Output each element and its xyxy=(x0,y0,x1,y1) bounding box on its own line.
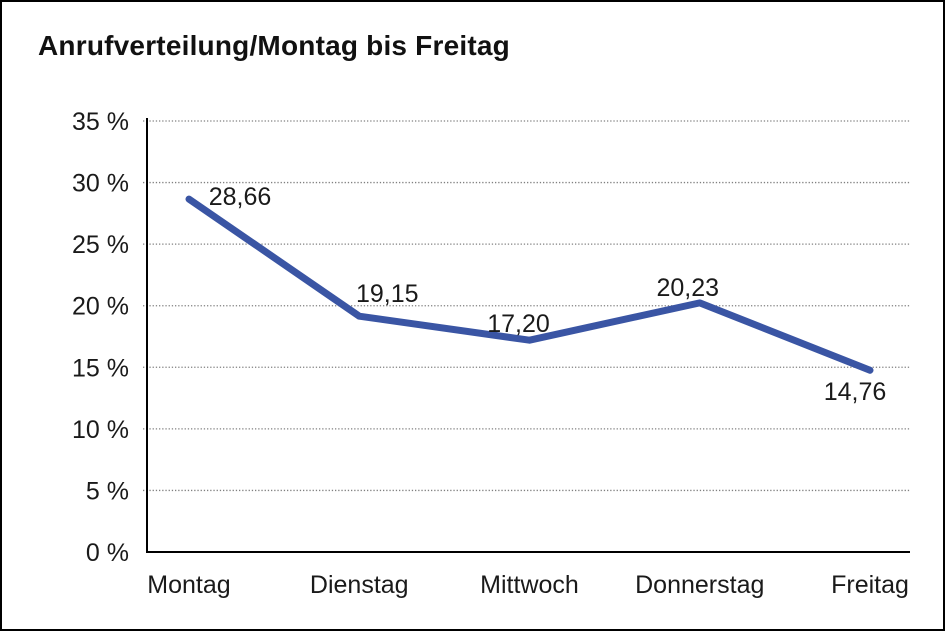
x-axis-category-label: Donnerstag xyxy=(635,571,764,599)
data-point-label: 14,76 xyxy=(824,378,887,406)
y-axis-tick-label: 10 % xyxy=(72,416,129,444)
x-axis-category-label: Montag xyxy=(147,571,230,599)
data-line-series xyxy=(185,195,874,374)
data-point-label: 28,66 xyxy=(209,183,272,211)
data-point-label: 19,15 xyxy=(356,280,419,308)
data-point-label: 20,23 xyxy=(656,274,719,302)
y-axis-tick-label: 30 % xyxy=(72,170,129,198)
x-axis-category-label: Mittwoch xyxy=(480,571,579,599)
y-axis-tick-label: 35 % xyxy=(72,108,129,136)
x-axis-category-label: Freitag xyxy=(831,571,909,599)
y-axis-tick-label: 5 % xyxy=(86,477,129,505)
y-axis-tick-label: 20 % xyxy=(72,293,129,321)
chart-title: Anrufverteilung/Montag bis Freitag xyxy=(38,30,510,61)
x-axis-category-label: Dienstag xyxy=(310,571,409,599)
data-point-label: 17,20 xyxy=(487,310,550,338)
y-axis-tick-label: 0 % xyxy=(86,539,129,567)
y-axis-tick-label: 25 % xyxy=(72,231,129,259)
y-axis-tick-label: 15 % xyxy=(72,354,129,382)
